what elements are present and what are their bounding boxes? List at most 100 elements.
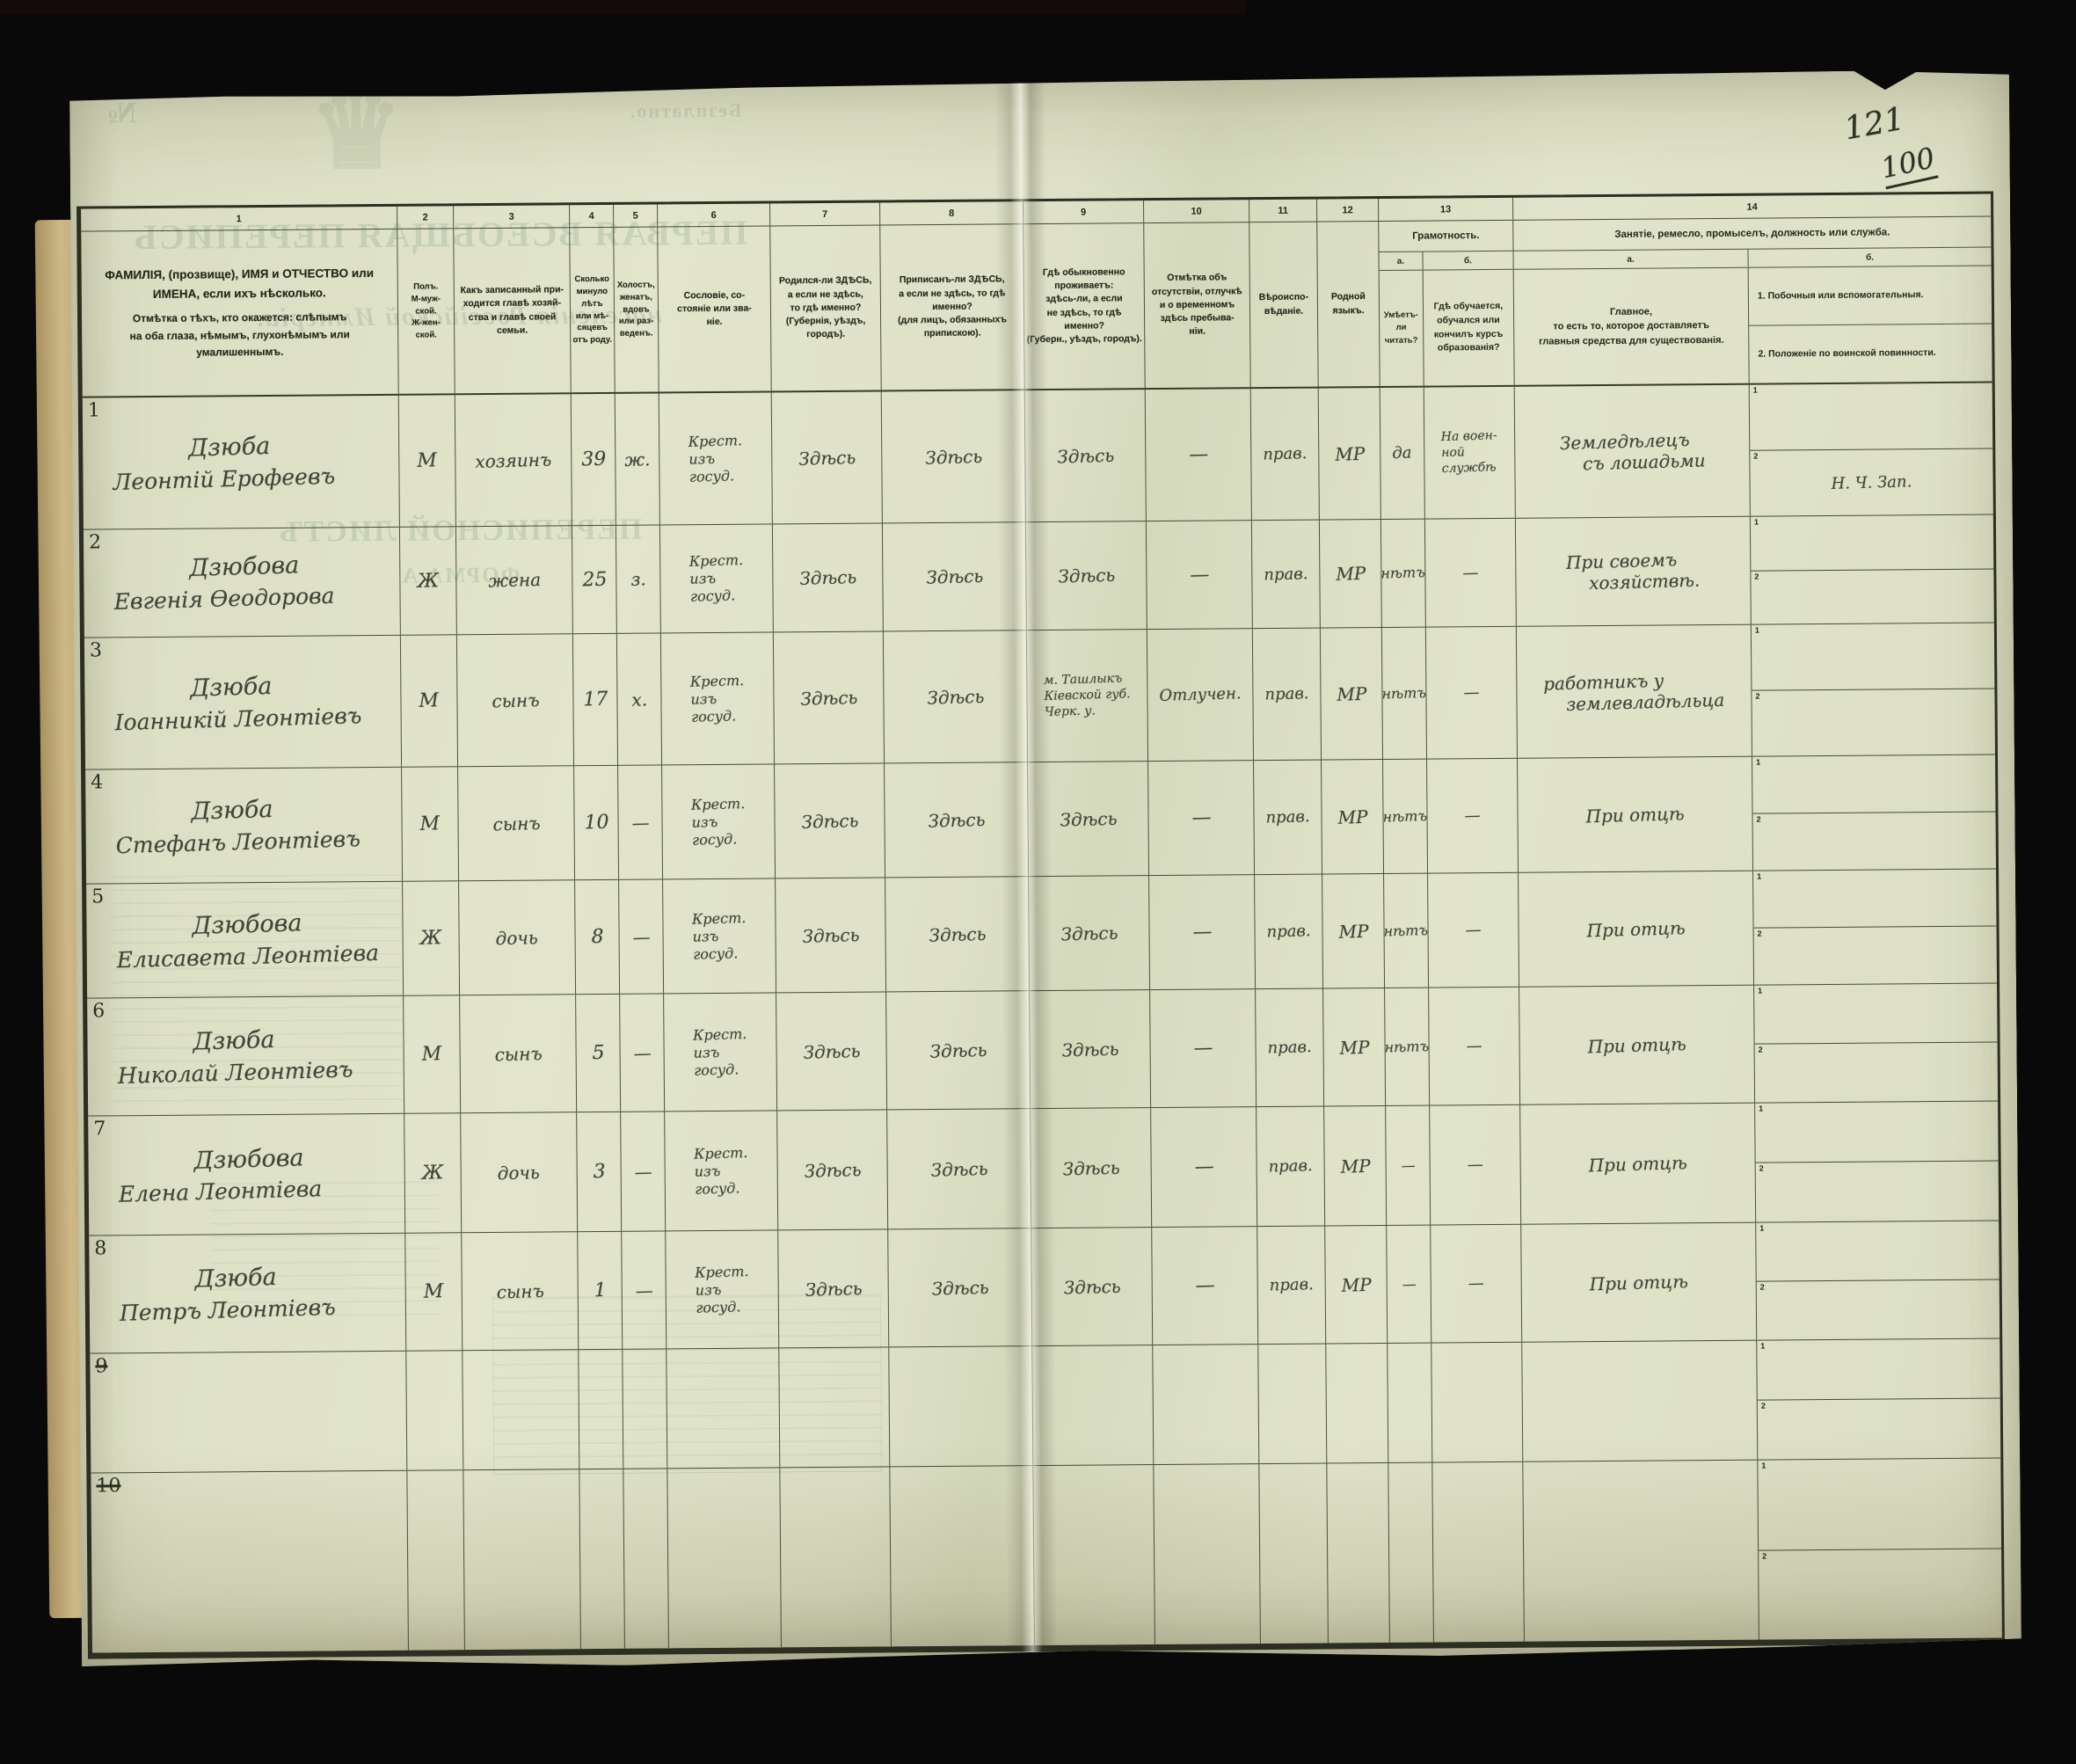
occupation-cell: При отцѣ — [1519, 986, 1755, 1104]
occupation-cell: Земледѣлецъ съ лошадьми — [1515, 385, 1751, 518]
relation-cell: хозяинъ — [455, 394, 572, 526]
folio-number: 121 — [1841, 100, 1908, 148]
name-cell: 6 Дзюба Николай Леонтіевъ — [87, 996, 404, 1116]
col-number: 12 — [1317, 199, 1379, 222]
birthplace-cell: Здѣсь — [776, 992, 887, 1110]
age-cell: 10 — [574, 766, 619, 879]
header-name-title: ФАМИЛІЯ, (прозвище), ИМЯ и ОТЧЕСТВО или … — [105, 266, 375, 301]
col-number: 8 — [880, 201, 1023, 224]
sex-cell — [407, 1470, 465, 1650]
occupation-cell: работникъ у землевладѣльца — [1517, 625, 1752, 758]
marital-cell: х. — [617, 633, 662, 764]
residence-cell: Здѣсь — [1031, 1228, 1153, 1345]
literacy-cell — [1388, 1463, 1434, 1643]
religion-cell: прав. — [1254, 761, 1322, 875]
sex-cell: М — [402, 767, 459, 880]
religion-cell: прав. — [1255, 875, 1323, 989]
name-cell: 7 Дзюбова Елена Леонтіева — [88, 1114, 405, 1236]
given-name: Леонтій Ерофеевъ — [113, 463, 336, 495]
header-main-occupation-cell: Главное, то есть то, которое доставляетъ… — [1514, 268, 1750, 385]
marital-cell: з. — [616, 525, 661, 632]
estate-cell: Крест. изъ госуд. — [666, 1230, 779, 1348]
marital-cell: — — [619, 879, 664, 993]
sex-cell: М — [399, 395, 456, 526]
occupation-cell: При отцѣ — [1519, 871, 1754, 987]
side-occupation-cell: 1 2 — [1751, 515, 1994, 624]
birthplace-cell: Здѣсь — [776, 878, 886, 992]
absence-cell: Отлучен. — [1147, 629, 1254, 761]
name-cell: 2 Дзюбова Евгенія Ѳеодорова — [84, 528, 401, 638]
occupation-cell: При отцѣ — [1518, 757, 1753, 872]
language-cell — [1327, 1463, 1390, 1644]
sex-cell: Ж — [400, 527, 457, 634]
ghost-crown-icon: ♛ — [306, 72, 404, 191]
literacy-cell: нѣтъ — [1382, 628, 1427, 759]
literacy-cell — [1388, 1344, 1432, 1462]
header-side-occupation-2: 2. Положеніе по воинской повинности. — [1758, 346, 1936, 360]
header-side-occupation-1: 1. Побочныя или вспомогательныя. — [1749, 266, 1992, 326]
literacy-cell: нѣтъ — [1383, 760, 1428, 873]
occupation-group-title: Занятіе, ремесло, промыселъ, должность и… — [1513, 217, 1991, 251]
education-cell — [1431, 1343, 1523, 1462]
relation-cell: сынъ — [462, 1232, 579, 1350]
birthplace-cell — [780, 1467, 892, 1647]
literacy-cell: — — [1386, 1106, 1431, 1225]
relation-cell — [463, 1350, 579, 1469]
birthplace-cell: Здѣсь — [772, 391, 883, 523]
residence-cell — [1032, 1345, 1154, 1465]
header-age-cell: Сколько минуло лѣтъ или мѣ- сяцевъ отъ р… — [570, 228, 615, 392]
relation-cell: сынъ — [460, 995, 577, 1112]
age-cell: 39 — [572, 394, 616, 525]
name-cell: 4 Дзюба Стефанъ Леонтіевъ — [85, 768, 403, 884]
name-cell: 1 Дзюба Леонтій Ерофеевъ — [83, 396, 400, 529]
header-sex-cell: Полъ. М-муж- ской. Ж-жен- ской. — [397, 229, 455, 393]
sex-cell: Ж — [403, 881, 460, 995]
registration-cell — [890, 1466, 1035, 1646]
occupation-cell — [1523, 1461, 1759, 1642]
marital-cell: — — [620, 994, 665, 1111]
census-sheet: № ♛ Безплатно. ПЕРВАЯ ВСЕОБЩАЯ ПЕРЕПИСЬ … — [69, 69, 2021, 1669]
marital-cell: — — [621, 1112, 666, 1230]
absence-cell: — — [1152, 1227, 1258, 1345]
estate-cell: Крест. изъ госуд. — [659, 392, 773, 524]
education-cell — [1432, 1462, 1525, 1643]
registration-cell: Здѣсь — [884, 631, 1028, 762]
education-cell: — — [1430, 1105, 1521, 1225]
col-number: 3 — [454, 205, 570, 228]
education-cell: — — [1427, 759, 1519, 873]
literacy-group-title: Грамотность. — [1379, 221, 1512, 252]
header-residence-cell: Гдѣ обыкновенно проживаетъ: здѣсь-ли, а … — [1023, 223, 1145, 389]
person-row-1: 1 Дзюба Леонтій Ерофеевъ М хозяинъ 39 ж.… — [83, 383, 1993, 530]
sex-cell: М — [405, 1233, 463, 1350]
col-number: 11 — [1249, 200, 1317, 222]
col-number: 13 — [1379, 198, 1513, 221]
person-row-2: 2 Дзюбова Евгенія Ѳеодорова Ж жена 25 з.… — [84, 515, 1994, 638]
language-cell: МР — [1319, 388, 1381, 520]
residence-cell: Здѣсь — [1029, 876, 1150, 990]
age-cell: 5 — [576, 995, 621, 1112]
estate-cell: Крест. изъ госуд. — [662, 764, 776, 878]
col-number: 9 — [1023, 200, 1144, 223]
estate-cell — [667, 1468, 782, 1648]
person-row-7: 7 Дзюбова Елена Леонтіева Ж дочь 3 — Кре… — [88, 1102, 1999, 1236]
literacy-cell: нѣтъ — [1381, 520, 1426, 627]
surname: Дзюба — [187, 432, 271, 463]
literacy-cell: нѣтъ — [1384, 874, 1429, 988]
person-row-9: 9 1 2 — [90, 1338, 2000, 1473]
name-cell: 8 Дзюба Петръ Леонтіевъ — [89, 1234, 406, 1353]
absence-cell — [1154, 1464, 1261, 1644]
education-cell: — — [1425, 519, 1517, 627]
scan-background-tint — [0, 0, 1246, 14]
registration-cell: Здѣсь — [883, 522, 1027, 631]
sex-cell — [406, 1351, 463, 1469]
religion-cell: прав. — [1253, 629, 1322, 761]
estate-cell: Крест. изъ госуд. — [661, 632, 775, 764]
education-cell: — — [1428, 873, 1519, 988]
side-occupation-cell: 1 2 — [1755, 1102, 1999, 1222]
row-number-struck: 10 — [96, 1475, 121, 1498]
sex-cell: Ж — [404, 1113, 462, 1232]
birthplace-cell: Здѣсь — [778, 1229, 889, 1347]
table-header-row: ФАМИЛІЯ, (прозвище), ИМЯ и ОТЧЕСТВО или … — [81, 217, 1992, 398]
header-marital-cell: Холостъ, женатъ, вдовъ или раз- веденъ. — [614, 227, 659, 391]
registration-cell: Здѣсь — [882, 390, 1026, 522]
